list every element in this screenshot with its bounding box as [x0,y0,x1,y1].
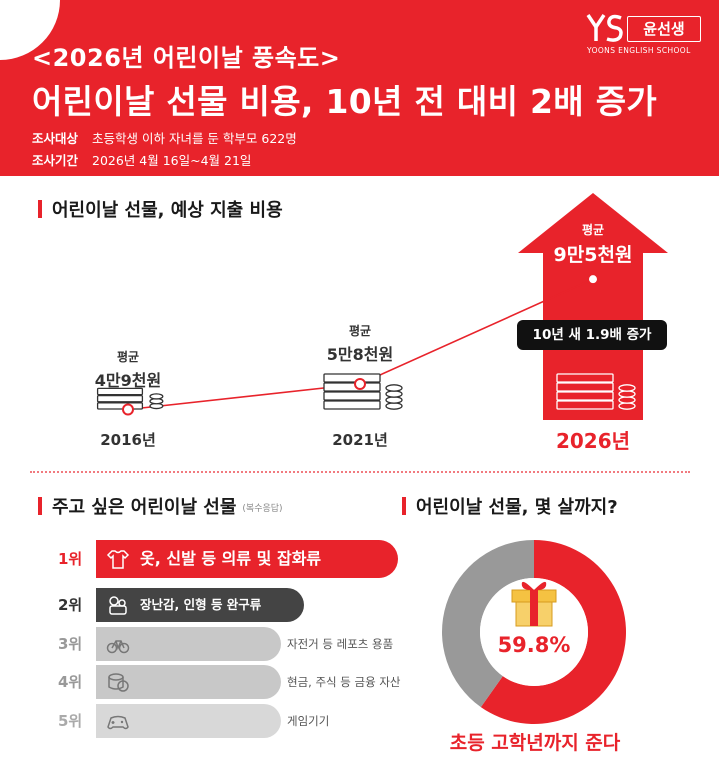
donut-value-label: 59.8% [497,633,571,657]
section-bar [402,497,406,515]
spending-section-title-text: 어린이날 선물, 예상 지출 비용 [52,200,283,221]
ranking-item: 4위 현금, 주식 등 금융 자산 [58,665,401,699]
ranking-number: 1위 [58,550,83,568]
data-label-avg-word: 평균 [348,324,372,338]
increase-callout: 10년 새 1.9배 증가 [517,320,667,350]
survey-period-value: 2026년 4월 16일~4월 21일 [92,153,252,168]
data-label: 평균 4만9천원 [68,348,188,391]
donut-caption: 초등 고학년까지 준다 [449,732,621,754]
header-banner: <2026년 어린이날 풍속도> 어린이날 선물 비용, 10년 전 대비 2배… [0,0,719,176]
survey-target: 조사대상 초등학생 이하 자녀를 둔 학부모 622명 [32,128,297,147]
ranking-label: 현금, 주식 등 금융 자산 [287,675,401,689]
gamepad-icon [107,715,129,730]
donut-slice [442,540,534,708]
ranking-bar: 게임기기 [96,704,329,738]
ranking-section-title: 주고 싶은 어린이날 선물 (복수응답) [38,493,283,519]
logo-school: YOONS ENGLISH SCHOOL [587,46,691,55]
survey-period: 조사기간 2026년 4월 16일~4월 21일 [32,150,251,169]
ranking-number: 2위 [58,596,83,614]
money-stack-icon [96,387,164,410]
ranking-item: 5위 게임기기 [58,704,398,738]
spending-section-title: 어린이날 선물, 예상 지출 비용 [38,196,283,222]
data-label-avg-word: 평균 [116,349,140,364]
ranking-label: 옷, 신발 등 의류 및 잡화류 [140,549,322,568]
ranking-number: 3위 [58,635,83,653]
money-icon [108,673,129,692]
ranking-label: 게임기기 [287,714,330,728]
data-point [354,378,366,390]
logo-name: 윤선생 [627,16,701,42]
age-donut-chart [442,540,626,724]
ranking-label: 장난감, 인형 등 완구류 [140,597,262,612]
section-bar [38,497,42,515]
spending-line-chart [96,193,668,420]
x-tick-label: 2026년 [555,429,631,453]
gift-icon [511,581,557,627]
age-section-title-text: 어린이날 선물, 몇 살까지? [416,497,618,518]
age-section-title: 어린이날 선물, 몇 살까지? [402,493,618,519]
header-subtitle: <2026년 어린이날 풍속도> [32,44,341,72]
section-divider [30,471,690,473]
header-title: 어린이날 선물 비용, 10년 전 대비 2배 증가 [32,82,658,121]
data-label-value: 5만8천원 [326,345,394,364]
data-point [587,273,599,286]
brand-logo: 윤선생 YOONS ENGLISH SCHOOL [585,12,705,60]
survey-target-label: 조사대상 [32,131,79,146]
data-label-value: 4만9천원 [94,370,162,390]
survey-target-value: 초등학생 이하 자녀를 둔 학부모 622명 [92,131,297,146]
money-stack-icon [323,373,403,410]
ranking-bar: 자전거 등 레포츠 용품 [96,627,393,661]
ranking-section-note: (복수응답) [242,504,283,514]
ranking-section-title-text: 주고 싶은 어린이날 선물 [52,497,237,518]
x-tick-label: 2016년 [100,431,156,449]
donut-slice [480,540,626,724]
section-bar [38,200,42,218]
ranking-number: 5위 [58,712,83,730]
data-label-value: 9만5천원 [553,244,633,266]
data-label: 평균 9만5천원 [533,221,653,267]
ranking-item: 1위 옷, 신발 등 의류 및 잡화류 [58,540,398,578]
ranking-number: 4위 [58,673,83,691]
data-label-avg-word: 평균 [581,223,605,237]
ranking-item: 2위 장난감, 인형 등 완구류 [58,588,398,622]
logo-mark-icon [586,14,623,42]
ranking-bar: 장난감, 인형 등 완구류 [96,588,304,622]
survey-period-label: 조사기간 [32,153,79,168]
data-label: 평균 5만8천원 [300,322,420,365]
toy-icon [109,596,127,615]
ranking-bar: 현금, 주식 등 금융 자산 [96,665,401,699]
money-stack-icon [556,373,636,410]
bicycle-icon [106,640,130,654]
increase-arrow [518,193,668,420]
clothes-icon [106,550,130,569]
ranking-item: 3위 자전거 등 레포츠 용품 [58,627,398,661]
data-point [122,403,134,416]
ranking-label: 자전거 등 레포츠 용품 [287,637,394,651]
ranking-bar: 옷, 신발 등 의류 및 잡화류 [96,540,398,578]
donut-hole [480,578,588,686]
x-tick-label: 2021년 [332,431,388,449]
